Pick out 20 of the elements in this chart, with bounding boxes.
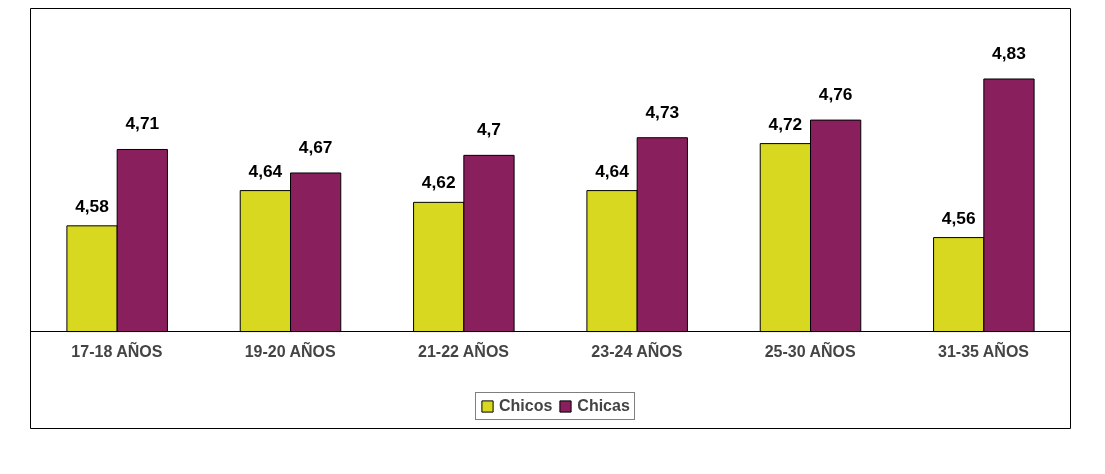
x-tick-label: 19-20 AÑOS	[244, 340, 337, 360]
x-tick-label: 21-22 AÑOS	[418, 340, 510, 360]
legend-label: Chicas	[577, 397, 630, 415]
data-label: 4,64	[595, 160, 630, 181]
data-label: 4,64	[248, 160, 283, 181]
data-label: 4,62	[421, 172, 456, 193]
data-label: 4,71	[125, 113, 160, 134]
data-label: 4,76	[818, 84, 853, 105]
data-label: 4,7	[476, 119, 502, 140]
x-tick-label: 31-35 AÑOS	[938, 340, 1030, 360]
data-label: 4,72	[768, 113, 803, 134]
data-label: 4,56	[941, 207, 976, 228]
legend-label: Chicos	[499, 397, 553, 415]
data-label: 4,58	[75, 195, 110, 216]
data-label: 4,67	[298, 136, 333, 157]
x-tick-label: 23-24 AÑOS	[591, 340, 683, 360]
data-label: 4,83	[992, 42, 1027, 63]
x-tick-label: 25-30 AÑOS	[764, 340, 857, 360]
data-label: 4,73	[645, 101, 680, 122]
x-tick-label: 17-18 AÑOS	[71, 340, 163, 360]
